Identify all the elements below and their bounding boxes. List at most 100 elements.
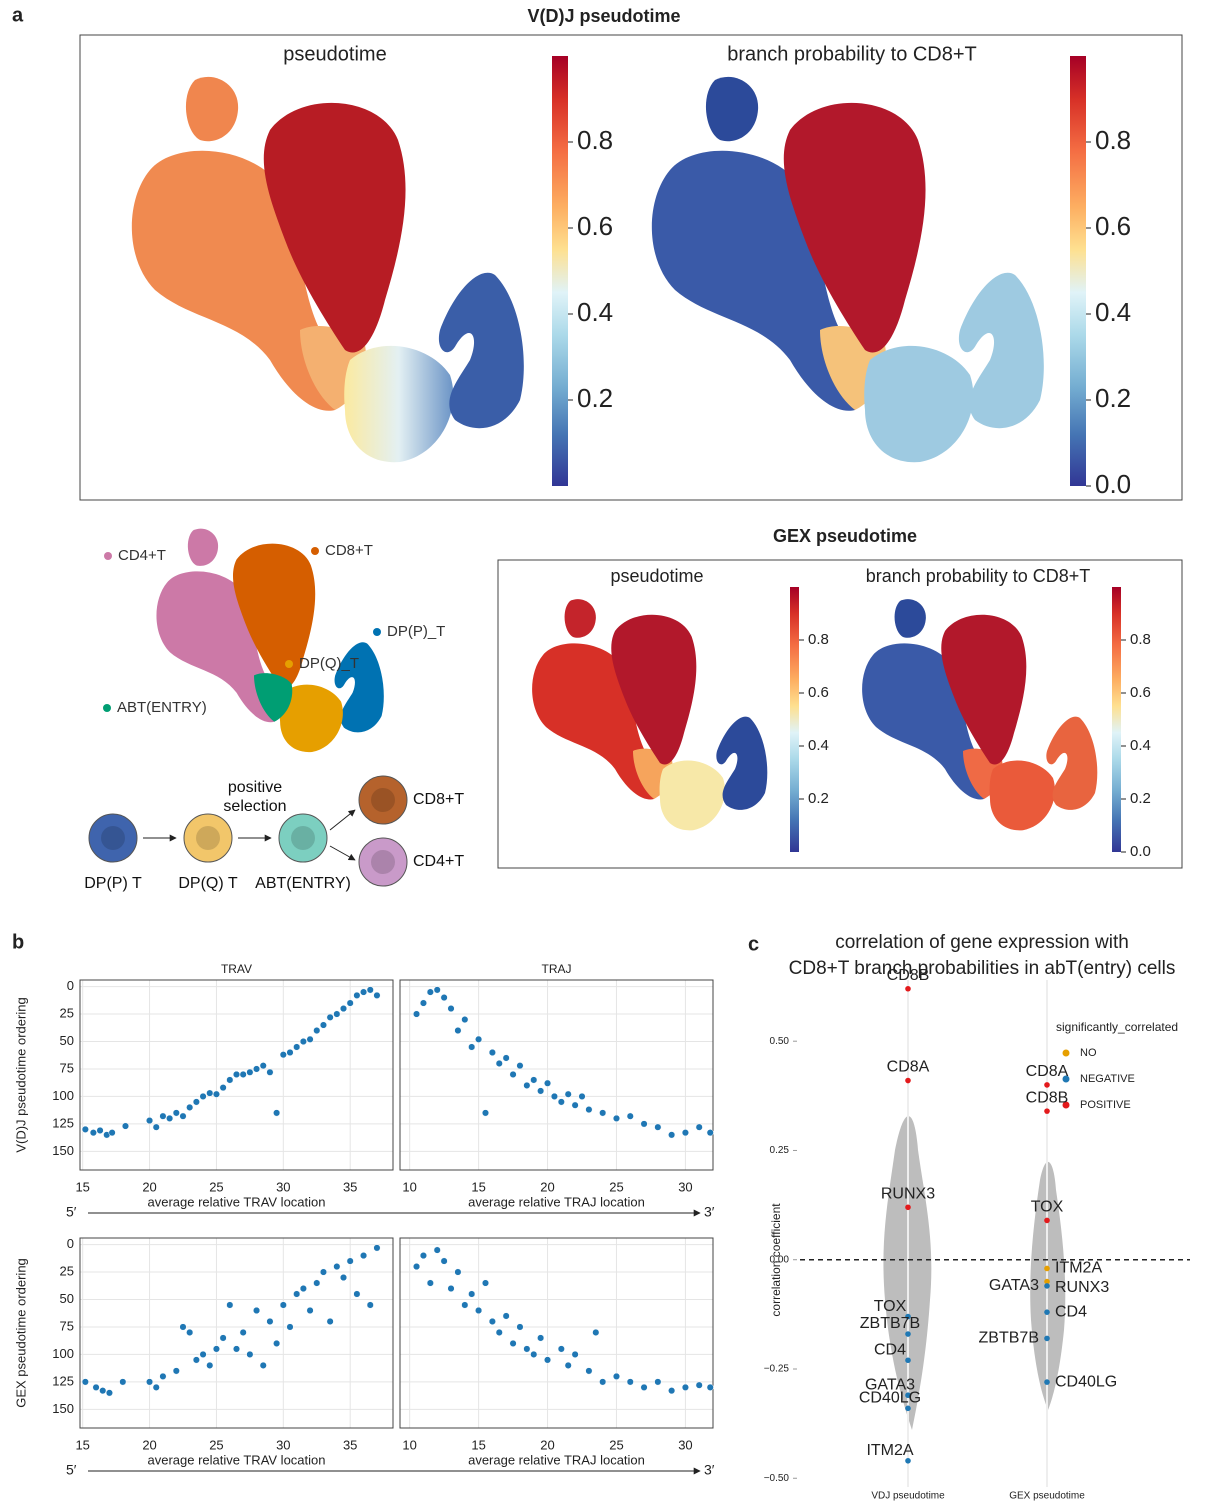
point — [440, 1257, 448, 1265]
point — [373, 991, 381, 999]
y-tick-label: 0.50 — [770, 1036, 790, 1047]
y-tick-label: 100 — [52, 1346, 74, 1361]
point — [239, 1070, 247, 1079]
panel-frame — [79, 34, 1183, 501]
point — [488, 1048, 496, 1057]
point — [1044, 1379, 1050, 1385]
point — [96, 1126, 104, 1135]
y-tick-label: −0.25 — [764, 1364, 790, 1375]
y-tick-label: 125 — [52, 1373, 74, 1388]
point — [279, 1301, 287, 1309]
point — [146, 1378, 154, 1386]
point — [537, 1087, 545, 1095]
chart-title: correlation of gene expression with — [835, 932, 1129, 953]
colorbar-tick-label: 0.8 — [1130, 631, 1151, 648]
chart-title: TRAV — [221, 962, 252, 976]
section-title: V(D)J pseudotime — [527, 6, 680, 26]
edge-label: selection — [223, 798, 286, 815]
y-tick-label: 0.00 — [770, 1254, 790, 1265]
colorbar-tick-label: 0.6 — [1130, 684, 1151, 701]
point — [1044, 1278, 1050, 1285]
colorbar-tick-label: 0.2 — [577, 383, 613, 413]
point — [353, 991, 361, 999]
panel-label: b — [12, 931, 24, 953]
legend-marker — [311, 547, 319, 555]
arrow-label: 5′ — [66, 1462, 77, 1478]
x-axis-label: average relative TRAV location — [147, 1194, 325, 1209]
point — [571, 1101, 579, 1109]
point — [557, 1098, 565, 1106]
x-tick-label: 20 — [540, 1437, 554, 1452]
y-tick-label: 150 — [52, 1401, 74, 1416]
point — [293, 1043, 301, 1051]
point — [706, 1383, 714, 1391]
point — [1044, 1283, 1050, 1289]
point — [681, 1129, 689, 1137]
node-label: DP(P) T — [84, 875, 142, 892]
point — [612, 1372, 621, 1380]
plot-frame — [399, 1237, 714, 1429]
y-tick-label: 50 — [60, 1033, 74, 1048]
point — [346, 999, 354, 1007]
x-tick-label: 15 — [471, 1179, 485, 1194]
point — [152, 1383, 160, 1391]
point — [612, 1114, 621, 1122]
chart-title: TRAJ — [542, 962, 572, 976]
cell-nucleus — [291, 826, 315, 850]
point-label: TOX — [874, 1298, 907, 1315]
point — [516, 1323, 524, 1331]
point — [468, 1290, 476, 1298]
node-label: CD4+T — [413, 853, 464, 870]
legend-marker — [1062, 1075, 1070, 1083]
point — [326, 1013, 334, 1021]
colorbar-tick-label: 0.4 — [577, 297, 613, 327]
cell — [358, 837, 408, 887]
point — [905, 1204, 911, 1211]
legend-label: DP(P)_T — [387, 623, 445, 640]
point — [523, 1081, 531, 1089]
point — [273, 1339, 281, 1347]
point — [461, 1301, 469, 1309]
point — [259, 1062, 267, 1070]
point — [299, 1284, 307, 1293]
point — [206, 1089, 214, 1097]
point — [599, 1378, 607, 1386]
y-tick-label: 0 — [67, 978, 74, 993]
x-tick-label: 25 — [609, 1179, 623, 1194]
chart-title: pseudotime — [283, 43, 386, 65]
point — [313, 1279, 321, 1287]
point — [192, 1098, 200, 1106]
point-label: GATA3 — [989, 1277, 1039, 1294]
point — [585, 1106, 593, 1114]
umap — [532, 599, 768, 831]
colorbar-tick-label: 0.6 — [577, 211, 613, 241]
point — [447, 1005, 455, 1013]
cell-nucleus — [371, 788, 395, 812]
point — [668, 1131, 676, 1139]
point — [654, 1123, 662, 1131]
colorbar — [1112, 587, 1121, 852]
point-label: CD4 — [874, 1341, 906, 1358]
point — [186, 1328, 194, 1337]
point-label: CD8A — [887, 1059, 930, 1076]
point — [564, 1090, 572, 1098]
point — [346, 1257, 354, 1265]
point — [339, 1273, 348, 1282]
x-axis-label: average relative TRAJ location — [468, 1452, 645, 1467]
colorbar-tick-label: 0.8 — [577, 125, 613, 155]
point-label: ITM2A — [1055, 1260, 1102, 1277]
point — [481, 1279, 490, 1287]
x-tick-label: 35 — [343, 1179, 357, 1194]
point — [360, 1252, 368, 1260]
point — [179, 1323, 187, 1331]
point — [319, 1021, 327, 1029]
legend-label: POSITIVE — [1080, 1099, 1131, 1111]
point — [905, 1357, 911, 1364]
cluster-region — [187, 528, 219, 566]
x-tick-label: 35 — [343, 1437, 357, 1452]
colorbar-tick-label: 0.2 — [1095, 383, 1131, 413]
point — [412, 1010, 421, 1018]
point-label: CD40LG — [1055, 1373, 1117, 1390]
point — [495, 1328, 503, 1337]
legend-marker — [1062, 1101, 1070, 1109]
